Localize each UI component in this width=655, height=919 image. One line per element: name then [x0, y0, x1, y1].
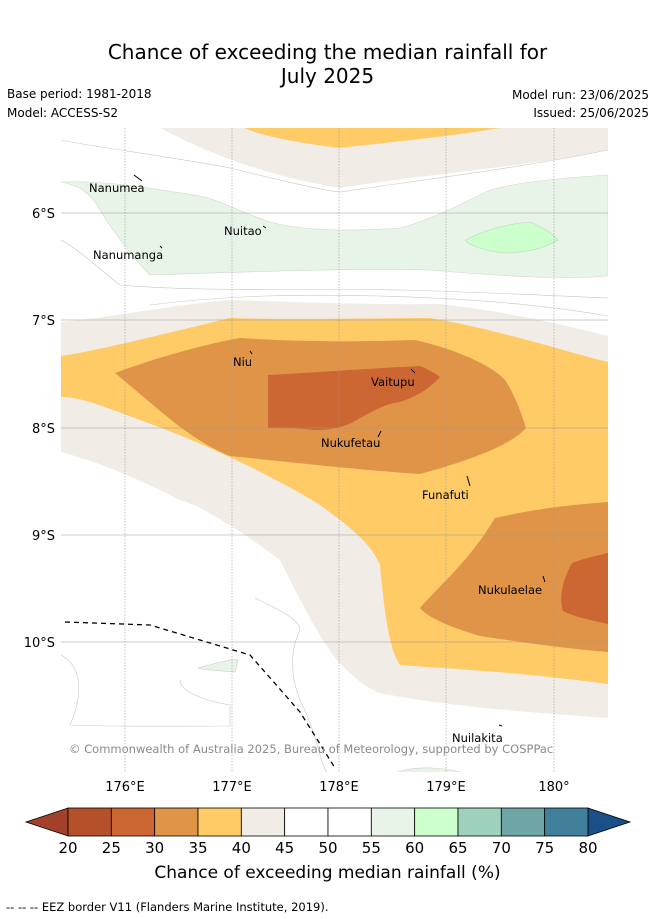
eez-border-line: [64, 621, 336, 769]
lat-label-7s: 7°S: [32, 314, 55, 329]
contour-40-top: [245, 128, 500, 148]
colorbar-tick-label: 20: [58, 839, 77, 857]
place-vaitupu: Vaitupu: [371, 375, 415, 389]
colorbar-tick-label: 25: [102, 839, 121, 857]
colorbar-under-arrow: [24, 807, 69, 837]
colorbar-swatch: [197, 807, 242, 837]
contour-55-band: [61, 174, 608, 278]
contour-45-top: [160, 128, 608, 188]
contour-fills: [61, 128, 608, 772]
colorbar-swatch: [500, 807, 546, 837]
model-name: Model: ACCESS-S2: [7, 106, 119, 120]
map-title-line1: Chance of exceeding the median rainfall …: [107, 40, 548, 64]
lat-label-10s: 10°S: [24, 636, 55, 651]
colorbar-swatch: [327, 807, 372, 837]
colorbar-tick-label: 70: [492, 839, 511, 857]
lon-label-180: 180°: [538, 780, 569, 795]
colorbar-tick-label: 65: [448, 839, 467, 857]
lat-label-8s: 8°S: [32, 422, 55, 437]
colorbar-swatch: [67, 807, 112, 837]
contour-30-southeast: [561, 553, 608, 624]
map-title: Chance of exceeding the median rainfall …: [0, 40, 655, 88]
colorbar-swatch: [284, 807, 329, 837]
place-nukulaelae: Nukulaelae: [478, 583, 542, 597]
base-period: Base period: 1981-2018: [7, 87, 152, 101]
colorbar-swatch: [154, 807, 199, 837]
colorbar-tick-label: 55: [362, 839, 381, 857]
colorbar-tick-label: 75: [535, 839, 554, 857]
lon-label-179e: 179°E: [426, 780, 466, 795]
colorbar-swatch: [110, 807, 156, 837]
eez-border-note: -- -- -- EEZ border V11 (Flanders Marine…: [6, 900, 329, 914]
colorbar-swatch: [414, 807, 459, 837]
map-title-line2: July 2025: [280, 64, 375, 88]
issued-date: Issued: 25/06/2025: [533, 106, 649, 120]
contour-30-main: [268, 366, 440, 430]
colorbar-over-arrow: [587, 807, 632, 837]
model-run: Model run: 23/06/2025: [511, 88, 649, 102]
place-nukufetau: Nukufetau: [321, 436, 380, 450]
lat-label-6s: 6°S: [32, 207, 55, 222]
colorbar-tick-label: 30: [145, 839, 164, 857]
colorbar-swatch: [240, 807, 286, 837]
colorbar-swatch: [457, 807, 502, 837]
island-markers: [133, 174, 546, 727]
colorbar-label: Chance of exceeding median rainfall (%): [154, 863, 501, 883]
place-nanumea: Nanumea: [89, 181, 145, 195]
colorbar-swatch: [544, 807, 589, 837]
contour-35-southeast: [420, 502, 608, 652]
lat-label-9s: 9°S: [32, 529, 55, 544]
place-nuilakita: Nuilakita: [452, 731, 503, 745]
colorbar-tick-label: 80: [578, 839, 597, 857]
place-funafuti: Funafuti: [422, 488, 469, 502]
contour-lines: [61, 139, 608, 772]
colorbar-tick-label: 45: [275, 839, 294, 857]
place-nuitao: Nuitao: [224, 224, 262, 238]
lon-label-178e: 178°E: [319, 780, 359, 795]
lon-label-176e: 176°E: [105, 780, 145, 795]
copyright-notice: © Commonwealth of Australia 2025, Bureau…: [69, 742, 553, 756]
colorbar-tick-label: 35: [188, 839, 207, 857]
place-niu: Niu: [233, 355, 252, 369]
colorbar-swatch: [370, 807, 416, 837]
colorbar-tick-label: 60: [405, 839, 424, 857]
lon-label-177e: 177°E: [212, 780, 252, 795]
gridlines: [61, 128, 608, 772]
colorbar-tick-label: 50: [318, 839, 337, 857]
contour-60-patch: [464, 221, 559, 254]
place-nanumanga: Nanumanga: [93, 248, 163, 262]
colorbar-tick-label: 40: [232, 839, 251, 857]
